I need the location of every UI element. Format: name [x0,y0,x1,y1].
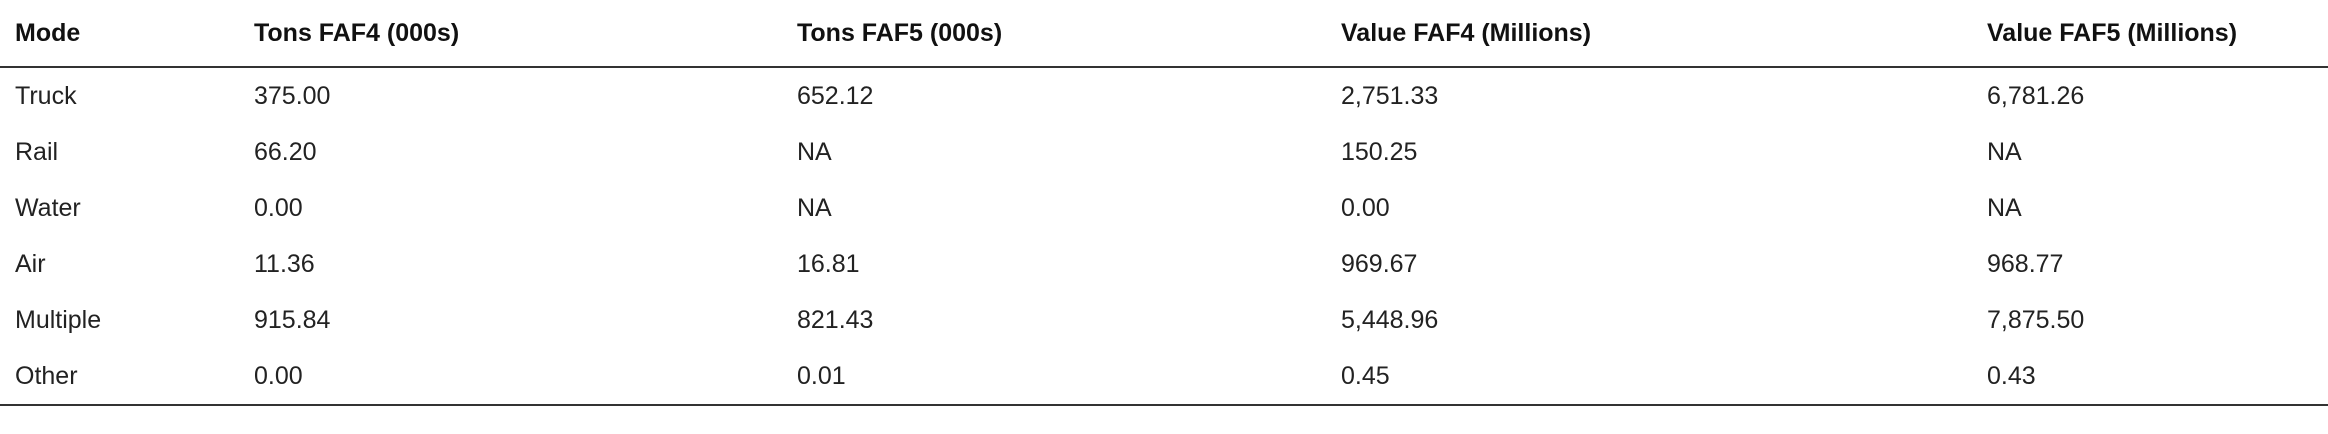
table-cell: 915.84 [254,305,331,334]
table-cell: 969.67 [1341,249,1418,278]
table-cell: Other [0,348,239,406]
column-header: Mode [0,0,239,68]
table-cell: Truck [15,81,77,110]
table-cell: 0.00 [1341,193,1390,222]
column-header: Tons FAF4 (000s) [239,0,782,68]
column-header: Value FAF5 (Millions) [1972,0,2328,68]
table-cell: 0.01 [782,348,1326,406]
table-cell: 66.20 [254,137,317,166]
table-cell: 7,875.50 [1987,305,2085,334]
table-row: Other 0.00 0.01 0.45 0.43 [0,348,2328,406]
table-cell: 5,448.96 [1341,305,1439,334]
table-cell: Air [15,249,46,278]
column-header: Tons FAF5 (000s) [782,0,1326,68]
table-cell: 16.81 [797,249,860,278]
data-table: Mode Tons FAF4 (000s) Tons FAF5 (000s) Valu… [0,0,2328,406]
table-cell: 375.00 [254,81,331,110]
table-cell: 652.12 [797,81,874,110]
table-cell: 2,751.33 [1341,81,1439,110]
table-cell: 0.00 [239,348,782,406]
table-body: Truck 375.00 652.12 2,751.33 6,781.26 Rail 66.… [0,67,2328,406]
column-header: Value FAF4 (Millions) [1326,0,1972,68]
table-cell: 968.77 [1987,249,2064,278]
table-row: Rail 66.20 NA 150.25 NA [0,124,2328,180]
table-cell: NA [1987,193,2022,222]
table-cell: NA [797,137,832,166]
table-cell: Water [15,193,81,222]
table-cell: 11.36 [254,249,315,278]
table-cell: 0.43 [1972,348,2328,406]
table-row: Air 11.36 16.81 969.67 968.77 [0,236,2328,292]
table-row: Water 0.00 NA 0.00 NA [0,180,2328,236]
table-cell: 821.43 [797,305,874,334]
table-cell: NA [1987,137,2022,166]
table-cell: 0.00 [254,193,303,222]
table-cell: 150.25 [1341,137,1418,166]
table-cell: Rail [15,137,59,166]
table-row: Multiple 915.84 821.43 5,448.96 7,875.50 [0,292,2328,348]
table-cell: 6,781.26 [1987,81,2085,110]
table-cell: 0.45 [1326,348,1972,406]
table-cell: Multiple [15,305,102,334]
table-row: Truck 375.00 652.12 2,751.33 6,781.26 [0,67,2328,124]
header-row: Mode Tons FAF4 (000s) Tons FAF5 (000s) Valu… [0,0,2328,68]
table-cell: NA [797,193,832,222]
